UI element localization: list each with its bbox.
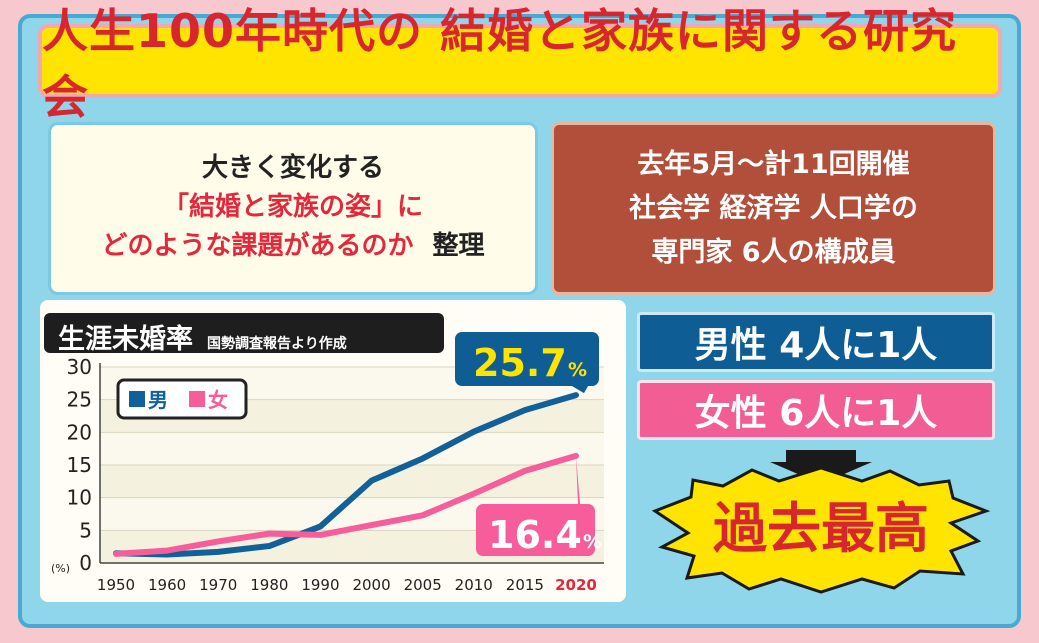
legend-layer: 男女: [116, 378, 248, 420]
x-tick-label: 2010: [455, 576, 493, 594]
intro-line-1: 大きく変化する: [201, 153, 384, 183]
data-point: [215, 549, 221, 555]
x-tick-label: 1970: [199, 576, 237, 594]
data-point: [317, 523, 323, 529]
y-unit-label: (%): [51, 562, 70, 575]
legend-swatch-men: [129, 391, 145, 407]
y-tick-label: 5: [79, 518, 92, 542]
grid-band: [100, 432, 604, 465]
x-tick-label: 1950: [97, 576, 135, 594]
women-final-value: 16.4: [488, 513, 582, 557]
callout-layer: 25.7 %16.4%: [455, 332, 602, 557]
y-tick-label: 0: [79, 551, 92, 575]
info-line-1: 去年5月〜計11回開催: [637, 149, 910, 180]
series-line-men: [113, 392, 579, 558]
axis-layer: 0 5 10 15 20 25 30 (%) 1950 1960 1970 1980 1990 2000 2…: [51, 355, 604, 594]
y-tick-label: 15: [67, 453, 92, 477]
intro-line-3: どのような課題があるのか 整理: [51, 227, 535, 266]
x-tick-label: 1990: [301, 576, 339, 594]
legend-swatch-women: [189, 391, 205, 407]
x-tick-label: 1980: [250, 576, 288, 594]
data-point: [573, 392, 579, 398]
women-stat-box: 女性 6人に1人: [637, 380, 995, 440]
intro-line-3b: 整理: [432, 231, 485, 261]
x-tick-label: 2005: [404, 576, 442, 594]
data-point: [522, 407, 528, 413]
men-callout-bubble: [455, 332, 599, 394]
women-final-percent: %: [583, 531, 602, 553]
data-point: [317, 532, 323, 538]
x-tick-label: 2015: [506, 576, 544, 594]
chart-title: 生涯未婚率: [58, 324, 193, 355]
series-line-women: [113, 452, 579, 557]
intro-box: 大きく変化する 「結婚と家族の姿」に どのような課題があるのか 整理: [48, 122, 538, 295]
y-tick-label: 10: [67, 486, 92, 510]
y-tick-label: 30: [67, 355, 92, 379]
men-final-percent: %: [568, 359, 587, 381]
x-tick-label: 1960: [148, 576, 186, 594]
intro-line-2: 「結婚と家族の姿」に: [162, 192, 423, 222]
women-callout-bubble: [476, 455, 595, 556]
data-point: [369, 522, 375, 528]
legend-box: [116, 378, 248, 420]
chart-subtitle: 国勢調査報告より作成: [207, 336, 347, 352]
intro-line-3a: どのような課題があるのか: [101, 231, 414, 261]
data-point: [266, 531, 272, 537]
info-line-2: 社会学 経済学 人口学の: [629, 193, 918, 224]
data-point: [420, 512, 426, 518]
y-tick-label: 20: [67, 420, 92, 444]
data-point: [164, 548, 170, 554]
data-point: [266, 543, 272, 549]
x-tick-label: 2000: [352, 576, 390, 594]
legend-label-men: 男: [148, 388, 168, 412]
data-point: [522, 468, 528, 474]
data-point: [471, 491, 477, 497]
men-stat-box: 男性 4人に1人: [637, 312, 995, 372]
data-point: [420, 455, 426, 461]
info-line-3: 専門家 6人の構成員: [651, 237, 896, 268]
series-layer: [113, 392, 579, 558]
x-tick-label: 2020: [555, 576, 597, 594]
info-box: 去年5月〜計11回開催 社会学 経済学 人口学の 専門家 6人の構成員: [551, 122, 996, 295]
y-tick-label: 25: [67, 388, 92, 412]
data-point: [113, 551, 119, 557]
legend-label-women: 女: [208, 388, 228, 412]
data-point: [471, 429, 477, 435]
men-final-value: 25.7: [473, 341, 567, 385]
data-point: [215, 538, 221, 544]
chart-title-bar: 生涯未婚率 国勢調査報告より作成: [44, 313, 444, 355]
data-point: [369, 478, 375, 484]
